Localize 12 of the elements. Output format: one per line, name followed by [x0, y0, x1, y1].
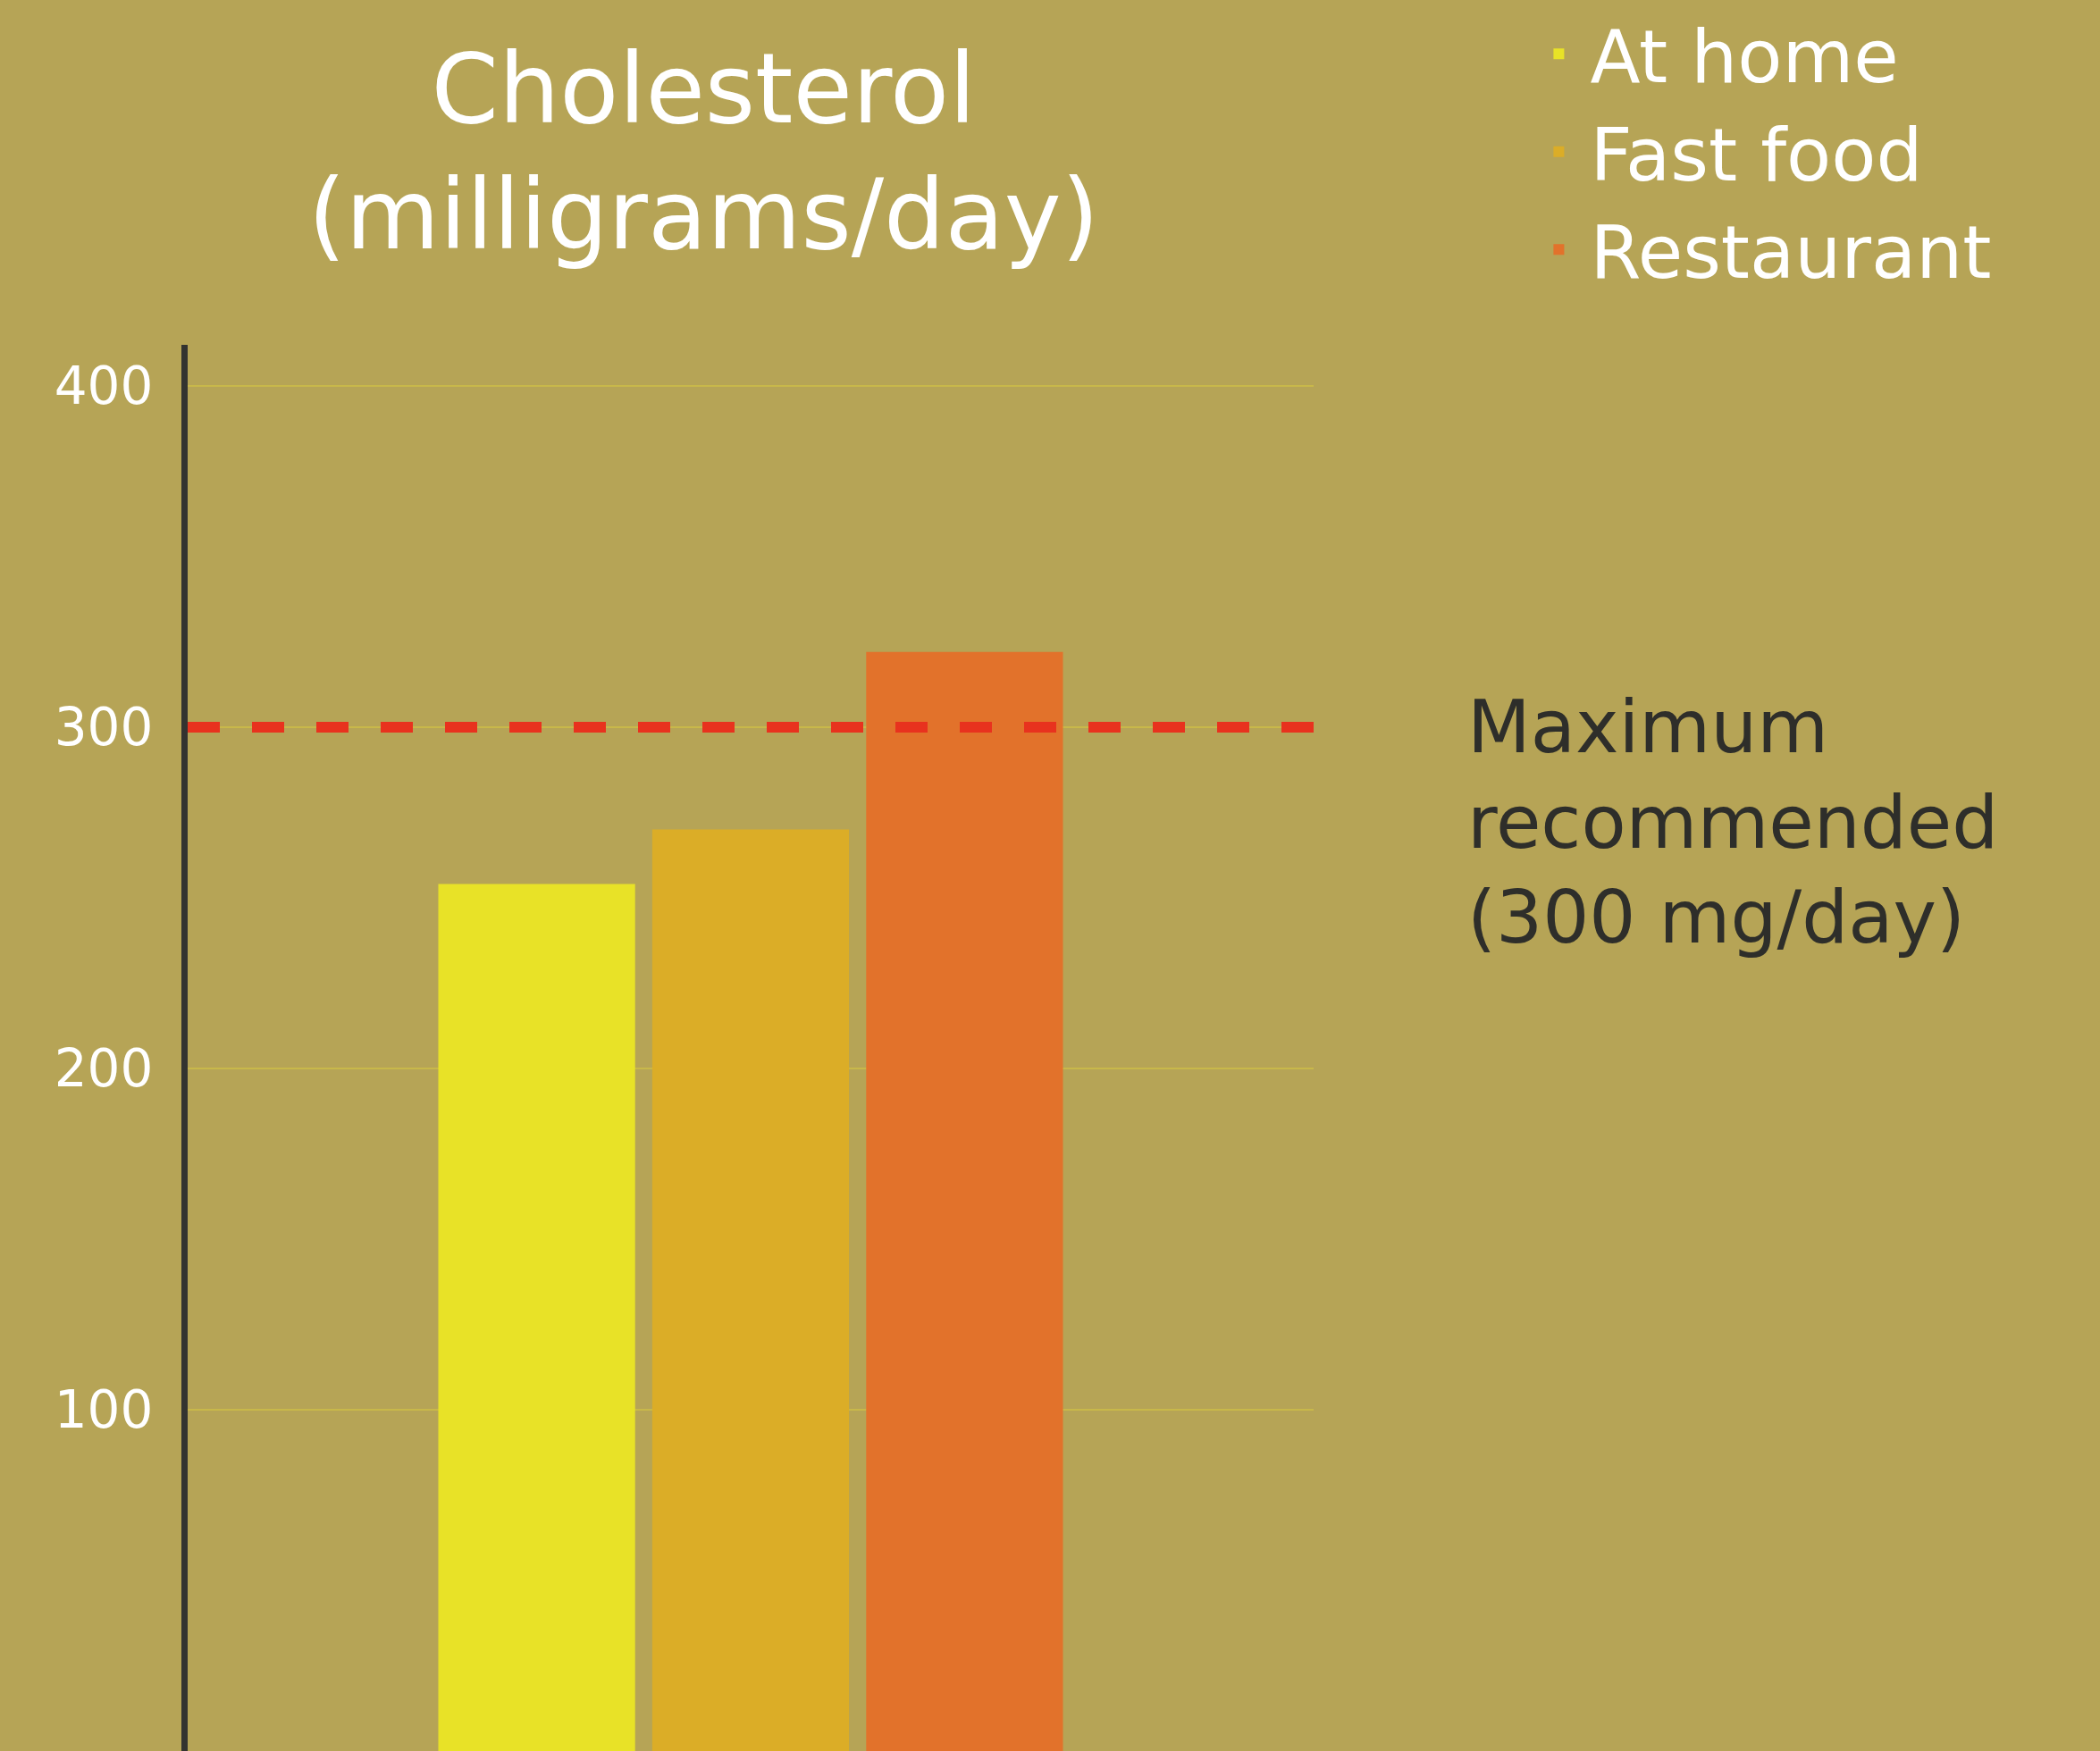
- bar: [866, 651, 1063, 1751]
- legend-label: At home: [1590, 14, 1899, 100]
- y-tick-label: 300: [54, 697, 154, 758]
- bar: [651, 829, 850, 1751]
- y-tick-label: 400: [54, 356, 154, 417]
- legend-label: Fast food: [1590, 112, 1923, 197]
- legend-label: Restaurant: [1590, 210, 1992, 296]
- y-tick-label: 100: [54, 1379, 154, 1441]
- ref-line-label: Maximum recommended (300 mg/day): [1467, 684, 1999, 960]
- y-tick-label: 200: [54, 1038, 154, 1100]
- chart-title: Cholesterol (milligrams/day): [307, 33, 1099, 271]
- bar: [438, 884, 635, 1751]
